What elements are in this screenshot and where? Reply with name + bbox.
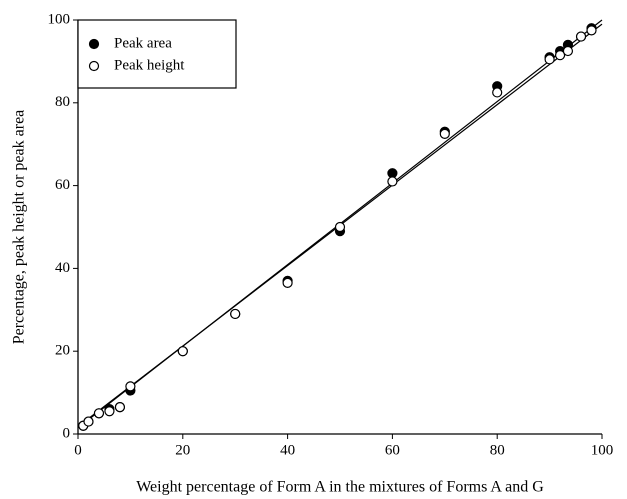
data-point	[230, 308, 241, 320]
data-point	[554, 50, 566, 61]
legend-box	[77, 19, 237, 89]
y-tick-label: 0	[63, 425, 71, 441]
data-point	[439, 128, 450, 139]
x-tick-label: 0	[74, 442, 82, 458]
data-point	[492, 87, 503, 98]
x-axis-label: Weight percentage of Form A in the mixtu…	[136, 479, 544, 496]
data-point	[93, 408, 105, 419]
y-tick-label: 40	[55, 260, 70, 276]
data-point	[387, 176, 398, 187]
y-tick-label: 80	[55, 94, 70, 110]
data-point	[387, 168, 398, 179]
x-tick-label: 40	[280, 442, 295, 458]
data-point	[282, 277, 293, 288]
legend-marker	[88, 60, 100, 72]
x-tick-label: 60	[385, 442, 400, 458]
y-tick-label: 60	[55, 177, 70, 193]
data-point	[177, 346, 188, 357]
data-point	[104, 406, 115, 417]
data-point	[586, 25, 597, 36]
legend: Peak area Peak height	[77, 19, 237, 89]
data-point	[544, 54, 555, 65]
data-point	[125, 381, 136, 392]
y-tick-label: 20	[55, 343, 70, 359]
legend-label: Peak area	[114, 35, 172, 51]
data-point	[575, 31, 587, 42]
data-point	[562, 45, 574, 57]
y-tick-label: 100	[48, 11, 71, 27]
legend-label: Peak height	[114, 57, 185, 73]
x-tick-label: 100	[591, 442, 614, 458]
data-point	[83, 416, 94, 427]
x-tick-label: 80	[490, 442, 505, 458]
data-point	[334, 221, 346, 233]
data-point	[114, 401, 126, 413]
x-tick-label: 20	[175, 442, 190, 458]
y-axis-label: Percentage, peak height or peak area	[11, 110, 28, 345]
legend-marker	[88, 38, 100, 50]
